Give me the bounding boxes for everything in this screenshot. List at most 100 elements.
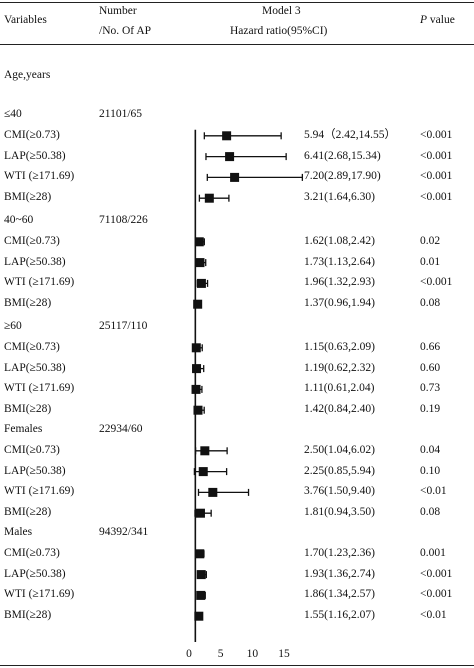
row-p-value: 0.08: [420, 297, 441, 310]
header-variables: Variables: [4, 14, 47, 26]
forest-row-mark: [195, 549, 205, 559]
row-variable: WTI (≥171.69): [4, 170, 75, 183]
forest-row-mark: [192, 364, 205, 374]
row-p-value: <0.001: [420, 567, 453, 580]
row-hr-ci: 1.93(1.36,2.74): [304, 567, 375, 580]
x-tick-label: 5: [218, 648, 224, 660]
hr-point: [193, 405, 203, 415]
hr-point: [196, 278, 206, 288]
row-variable: BMI(≥28): [4, 297, 52, 310]
row-hr-ci: 3.76(1.50,9.40): [304, 485, 375, 498]
forest-row-mark: [194, 446, 228, 456]
row-hr-ci: 1.96(1.32,2.93): [304, 276, 375, 289]
forest-row-mark: [196, 570, 208, 580]
row-p-value: 0.08: [420, 506, 441, 519]
forest-row-mark: [197, 487, 250, 497]
header-p-value: P value: [420, 14, 455, 27]
header-hazard-ratio: Hazard ratio(95%CI): [230, 25, 328, 37]
section-title: Age,years: [4, 69, 51, 81]
forest-row-mark: [191, 343, 203, 353]
row-hr-ci: 1.11(0.61,2.04): [304, 382, 375, 395]
forest-row-mark: [193, 299, 203, 309]
hr-point: [191, 343, 201, 353]
hr-point: [196, 590, 206, 600]
hr-point: [195, 258, 205, 268]
row-hr-ci: 7.20(2.89,17.90): [304, 170, 381, 183]
row-hr-ci: 1.73(1.13,2.64): [304, 255, 375, 268]
forest-row-mark: [194, 508, 212, 518]
row-p-value: 0.66: [420, 340, 441, 353]
forest-row-mark: [206, 172, 304, 182]
row-variable: WTI (≥171.69): [4, 588, 75, 601]
hr-point: [198, 467, 208, 477]
hr-point: [208, 487, 218, 497]
forest-row-mark: [198, 193, 230, 203]
row-p-value: 0.02: [420, 234, 441, 247]
row-p-value: 0.01: [420, 255, 441, 268]
forest-row-mark: [191, 384, 203, 394]
group-label: ≤40: [4, 108, 22, 120]
row-hr-ci: 1.70(1.23,2.36): [304, 546, 375, 559]
forest-row-mark: [195, 258, 207, 268]
top-rule: [0, 2, 474, 3]
row-variable: LAP(≥50.38): [4, 149, 66, 162]
hr-point: [225, 152, 235, 162]
row-p-value: 0.60: [420, 361, 441, 374]
row-hr-ci: 1.15(0.63,2.09): [304, 340, 375, 353]
row-variable: WTI (≥171.69): [4, 485, 75, 498]
row-p-value: <0.001: [420, 276, 453, 289]
forest-row-mark: [194, 611, 204, 621]
forest-row-mark: [194, 237, 205, 247]
header-no-of-ap: /No. Of AP: [99, 25, 152, 37]
row-variable: CMI(≥0.73): [4, 546, 60, 559]
row-p-value: <0.001: [420, 588, 453, 601]
group-label: Males: [4, 526, 33, 538]
row-variable: BMI(≥28): [4, 609, 52, 622]
row-p-value: <0.01: [420, 609, 447, 622]
row-p-value: <0.001: [420, 191, 453, 204]
row-hr-ci: 1.62(1.08,2.42): [304, 234, 375, 247]
group-count: 71108/226: [99, 214, 148, 226]
hr-point: [196, 570, 206, 580]
header-p-rest: value: [427, 14, 455, 26]
group-count: 25117/110: [99, 320, 148, 332]
header-model: Model 3: [262, 5, 301, 17]
hr-point: [204, 193, 214, 203]
row-hr-ci: 1.37(0.96,1.94): [304, 297, 375, 310]
group-count: 94392/341: [99, 526, 149, 538]
row-p-value: <0.001: [420, 170, 453, 183]
row-p-value: 0.73: [420, 382, 441, 395]
row-variable: BMI(≥28): [4, 506, 52, 519]
forest-row-mark: [205, 152, 287, 162]
group-label: Females: [4, 423, 43, 435]
row-hr-ci: 1.42(0.84,2.40): [304, 403, 375, 416]
row-hr-ci: 2.50(1.04,6.02): [304, 443, 375, 456]
row-variable: LAP(≥50.38): [4, 361, 66, 374]
header-number: Number: [99, 5, 137, 17]
row-variable: LAP(≥50.38): [4, 567, 66, 580]
row-hr-ci: 1.86(1.34,2.57): [304, 588, 375, 601]
forest-row-mark: [196, 590, 206, 600]
header-p-italic: P: [420, 14, 428, 26]
row-p-value: 0.001: [420, 546, 446, 559]
forest-row-mark: [193, 405, 205, 415]
row-variable: LAP(≥50.38): [4, 464, 66, 477]
row-variable: CMI(≥0.73): [4, 443, 60, 456]
row-hr-ci: 2.25(0.85,5.94): [304, 464, 375, 477]
hr-point: [230, 172, 240, 182]
row-p-value: <0.001: [420, 149, 453, 162]
row-hr-ci: 1.19(0.62,2.32): [304, 361, 375, 374]
row-p-value: 0.10: [420, 464, 441, 477]
hr-point: [193, 299, 203, 309]
group-count: 21101/65: [99, 108, 143, 120]
row-variable: BMI(≥28): [4, 403, 52, 416]
hr-point: [191, 384, 201, 394]
hr-point: [200, 446, 210, 456]
group-count: 22934/60: [99, 423, 143, 435]
row-hr-ci: 5.94（2.42,14.55）: [304, 128, 396, 141]
row-hr-ci: 1.55(1.16,2.07): [304, 609, 375, 622]
row-p-value: 0.04: [420, 443, 441, 456]
row-hr-ci: 6.41(2.68,15.34): [304, 149, 381, 162]
forest-row-mark: [193, 467, 228, 477]
